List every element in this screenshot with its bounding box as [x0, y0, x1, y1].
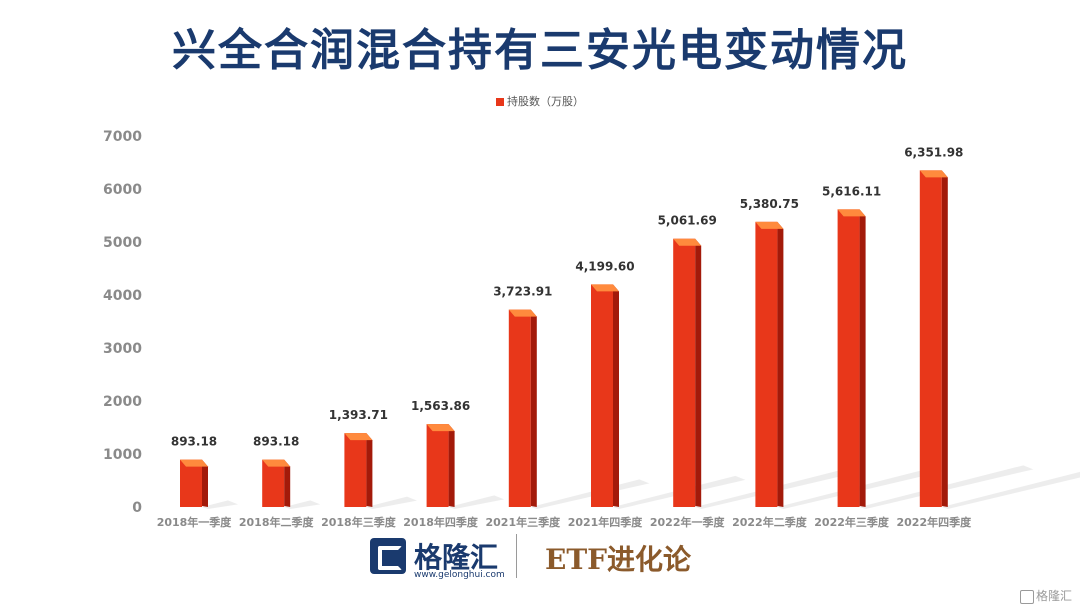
bar — [919, 170, 942, 507]
bar-top — [919, 170, 948, 178]
logo-url: www.gelonghui.com — [414, 570, 505, 580]
y-tick-label: 1000 — [103, 447, 142, 463]
footer-divider — [516, 534, 517, 578]
bars: 893.18 893.18 1,393.71 1,563.86 3,723.91 4,19… — [171, 145, 963, 508]
bar-top — [837, 209, 866, 217]
bar — [180, 459, 202, 507]
data-label: 893.18 — [253, 435, 299, 449]
bar-top — [180, 459, 208, 467]
bar-side — [448, 424, 455, 507]
x-tick-label: 2018年四季度 — [403, 515, 479, 529]
x-tick-label: 2022年三季度 — [814, 515, 890, 529]
bar-top — [426, 424, 455, 432]
x-tick-label: 2021年四季度 — [568, 515, 644, 529]
data-label: 6,351.98 — [904, 145, 963, 159]
bar-side — [202, 459, 208, 507]
bar-shadow — [941, 471, 1080, 509]
x-tick-label: 2021年三季度 — [485, 515, 561, 529]
bar — [344, 433, 367, 507]
bar-side — [777, 221, 784, 507]
x-tick-label: 2018年一季度 — [157, 515, 233, 529]
bar — [591, 284, 613, 507]
bar-side — [366, 433, 373, 507]
data-label: 5,616.11 — [822, 184, 881, 198]
bar — [508, 309, 531, 507]
y-tick-label: 3000 — [103, 341, 142, 357]
bar-side — [941, 170, 948, 507]
y-tick-label: 2000 — [103, 394, 142, 410]
bar-side — [859, 209, 866, 507]
y-tick-label: 4000 — [103, 288, 142, 304]
legend-label: 持股数（万股） — [507, 95, 584, 108]
bar — [755, 221, 778, 507]
y-tick-label: 7000 — [103, 129, 142, 145]
x-tick-label: 2022年一季度 — [650, 515, 726, 529]
y-axis: 0 1000 2000 3000 4000 5000 6000 7000 — [103, 129, 142, 516]
legend: 持股数（万股） — [0, 93, 1080, 109]
data-label: 5,380.75 — [740, 197, 799, 211]
bar — [262, 459, 285, 507]
bar-shadow — [366, 496, 418, 509]
bar-top — [262, 459, 291, 467]
bar-shadow — [448, 495, 505, 509]
bar — [673, 238, 696, 508]
data-label: 1,393.71 — [329, 408, 388, 422]
bar-top — [591, 284, 619, 292]
bar-top — [755, 221, 784, 229]
bar — [426, 424, 449, 507]
data-label: 4,199.60 — [575, 259, 634, 273]
bar-shadows — [202, 465, 1080, 509]
bar-shadow — [284, 500, 321, 509]
bar — [837, 209, 860, 507]
y-tick-label: 5000 — [103, 235, 142, 251]
x-tick-label: 2018年三季度 — [321, 515, 397, 529]
gelonghui-logo-icon — [370, 538, 406, 574]
watermark-text: 格隆汇 — [1035, 589, 1072, 603]
data-label: 893.18 — [171, 435, 217, 449]
y-tick-label: 6000 — [103, 182, 142, 198]
bar-side — [284, 459, 291, 507]
footer: 格隆汇 www.gelonghui.com ETF进化论 — [0, 528, 1080, 588]
etf-label: ETF进化论 — [545, 543, 692, 576]
x-tick-label: 2018年二季度 — [239, 515, 315, 529]
bar-side — [530, 309, 537, 507]
bar-top — [673, 238, 702, 246]
bar-shadow — [530, 479, 650, 509]
bar-side — [613, 284, 619, 507]
data-label: 3,723.91 — [493, 285, 552, 299]
bar-top — [508, 309, 537, 317]
bar-shadow — [202, 500, 239, 509]
x-tick-label: 2022年二季度 — [732, 515, 808, 529]
x-tick-label: 2022年四季度 — [896, 515, 972, 529]
logo-name: 格隆汇 — [414, 541, 499, 574]
bar-side — [695, 238, 702, 508]
watermark-icon — [1019, 589, 1034, 604]
chart-title: 兴全合润混合持有三安光电变动情况 — [172, 25, 908, 76]
legend-swatch — [496, 98, 504, 106]
data-label: 5,061.69 — [658, 214, 717, 228]
watermark: 格隆汇 — [1019, 587, 1072, 604]
y-tick-label: 0 — [132, 500, 142, 516]
x-axis: 2018年一季度 2018年二季度 2018年三季度 2018年四季度 2021年三季度… — [157, 515, 972, 529]
bar-top — [344, 433, 373, 441]
data-label: 1,563.86 — [411, 399, 470, 413]
